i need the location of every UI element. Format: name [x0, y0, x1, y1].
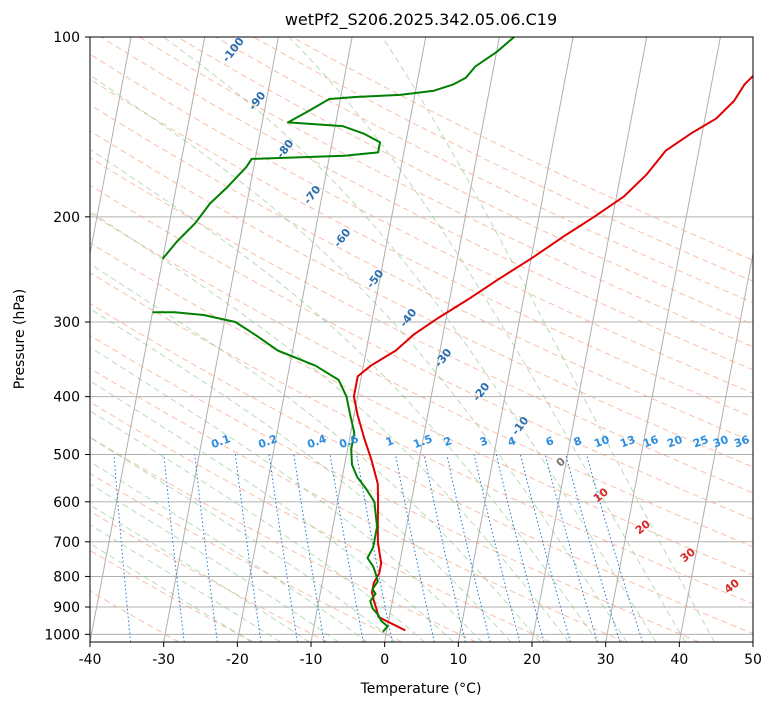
y-tick-label: 200	[53, 210, 80, 226]
grid-layer	[90, 37, 753, 642]
y-tick-label: 500	[53, 448, 80, 464]
moist-adiabat-line	[90, 263, 541, 642]
dry-adiabat-line	[253, 37, 753, 282]
dry-adiabat-line	[90, 130, 753, 468]
isotherm-line	[457, 37, 574, 642]
mixing-ratio-label: 8	[572, 434, 584, 449]
dry-adiabat-line	[90, 272, 753, 605]
moist-adiabat-line	[90, 346, 483, 642]
dry-adiabat-line	[90, 510, 328, 642]
mixing-ratio-label: 36	[732, 433, 751, 451]
mixing-ratio-line	[423, 454, 466, 642]
dry-adiabat-line	[90, 212, 753, 548]
dry-adiabat-line	[90, 302, 753, 635]
x-tick-label: 0	[380, 652, 389, 668]
mixing-ratio-label: 16	[641, 433, 660, 451]
overlay-layer	[90, 37, 753, 642]
y-tick-label: 300	[53, 315, 80, 331]
x-tick-label: 50	[744, 652, 762, 668]
moist-adiabat-line	[90, 483, 339, 642]
moist-adiabat-line	[90, 74, 628, 642]
chart-title: wetPf2_S206.2025.342.05.06.C19	[285, 10, 557, 30]
mixing-ratio-line	[565, 454, 621, 642]
moist-adiabat-line	[90, 308, 512, 642]
mixing-ratio-label: 2	[442, 434, 454, 449]
mixing-ratio-line	[520, 454, 571, 642]
dry-adiabat-line	[215, 37, 753, 304]
y-axis-label: Pressure (hPa)	[12, 289, 28, 389]
dewpoint-profile-line	[152, 311, 389, 633]
mixing-ratio-label: 1.5	[411, 432, 434, 451]
moist-adiabat-line	[90, 210, 570, 642]
dry-adiabat-line	[90, 436, 477, 642]
isotherm-line	[310, 37, 427, 642]
isotherm-line	[90, 37, 132, 257]
mixing-ratio-label: 25	[691, 433, 710, 450]
mixing-ratio-label: 0.2	[256, 432, 279, 451]
isotherm-line	[90, 37, 206, 642]
x-tick-label: 30	[597, 652, 615, 668]
y-tick-label: 800	[53, 569, 80, 585]
x-tick-label: 40	[670, 652, 688, 668]
mixing-ratio-label: 6	[544, 434, 556, 449]
x-tick-label: 10	[449, 652, 467, 668]
y-tick-label: 400	[53, 390, 80, 406]
plot-frame	[89, 36, 754, 643]
dry-adiabat-line	[90, 590, 180, 642]
axis-layer: -40 -30 -20 -10 0 10 20 30 40 5010020030040050060…	[44, 30, 762, 668]
mixing-ratio-label: 20	[665, 433, 684, 451]
y-tick-label: 900	[53, 600, 80, 616]
x-tick-label: -30	[152, 652, 175, 668]
x-axis-label: Temperature (°C)	[360, 681, 482, 697]
mixing-ratio-label: 0.1	[209, 432, 232, 451]
mixing-ratio-label: 13	[618, 433, 637, 450]
dry-adiabat-line	[90, 334, 700, 642]
mixing-ratio-label: 4	[506, 434, 518, 449]
dry-adiabat-line	[90, 401, 551, 642]
dry-adiabat-line	[139, 37, 753, 348]
dewpoint-upper-profile-line	[161, 37, 515, 260]
series-layer	[152, 37, 753, 633]
moist-adiabat-line	[90, 461, 368, 642]
moist-adiabat-line	[163, 37, 657, 642]
mixing-ratio-label: 0.6	[337, 432, 360, 451]
y-tick-label: 600	[53, 495, 80, 511]
mixing-ratio-label: 1	[384, 434, 396, 449]
y-tick-label: 1000	[44, 627, 80, 643]
isotherm-line	[678, 250, 753, 642]
moist-adiabat-line	[381, 37, 715, 642]
temperature-profile-line	[352, 74, 753, 632]
mixing-ratio-line	[586, 454, 644, 642]
x-tick-label: 20	[523, 652, 541, 668]
dry-adiabat-line	[100, 37, 753, 371]
dry-adiabat-line	[90, 367, 625, 642]
moist-adiabat-line	[90, 380, 454, 642]
mixing-ratio-line	[473, 454, 521, 642]
dry-adiabat-line	[90, 104, 753, 443]
isotherm-line	[531, 37, 648, 642]
moist-adiabat-line	[90, 410, 426, 642]
dry-adiabat-line	[90, 184, 753, 521]
mixing-ratio-line	[446, 454, 491, 642]
y-tick-label: 100	[53, 30, 80, 46]
mixing-ratio-label: 30	[711, 433, 730, 451]
isotherm-line	[384, 37, 500, 642]
dry-adiabat-line	[90, 473, 402, 642]
mixing-ratio-line	[395, 454, 435, 642]
y-tick-label: 700	[53, 535, 80, 551]
x-tick-label: -40	[79, 652, 102, 668]
x-tick-label: -20	[226, 652, 249, 668]
mixing-ratio-label: 0.4	[305, 432, 328, 451]
x-tick-label: -10	[300, 652, 323, 668]
isotherm-line	[605, 37, 721, 642]
isotherm-line	[236, 37, 353, 642]
dry-adiabat-line	[90, 242, 753, 576]
moist-adiabat-line	[90, 543, 252, 642]
mixing-ratio-line	[544, 454, 598, 642]
mixing-ratio-line	[495, 454, 545, 642]
mixing-ratio-label: 3	[478, 434, 490, 449]
mixing-ratio-label: 10	[592, 433, 611, 451]
